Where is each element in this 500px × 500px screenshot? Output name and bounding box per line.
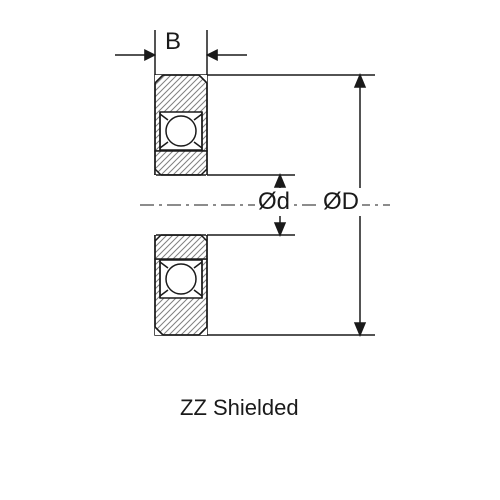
caption: ZZ Shielded [180, 395, 299, 421]
label-D: ØD [320, 188, 362, 216]
label-d: Ød [255, 188, 293, 216]
label-B: B [165, 28, 181, 56]
bearing-diagram [0, 0, 500, 500]
